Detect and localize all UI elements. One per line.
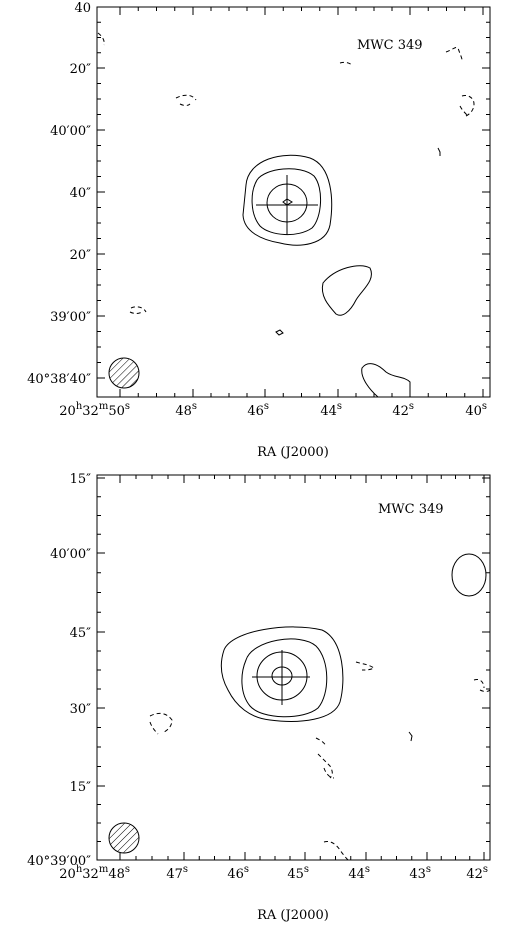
y-tick-label: 45″ — [70, 626, 92, 641]
x-tick-label: 44s — [320, 401, 342, 419]
tick-unit: s — [483, 864, 488, 875]
y-tick-label: 40 — [74, 1, 91, 16]
y-tick-label: 40°39′00″ — [27, 854, 91, 869]
plot-frame — [96, 6, 491, 398]
x-tick-label: 40s — [465, 401, 487, 419]
y-tick-label: 40′00″ — [50, 547, 91, 562]
plot-frame — [96, 474, 491, 861]
y-tick-label: 15″ — [70, 780, 92, 795]
x-tick-label: 20h32m48s — [59, 864, 130, 882]
position-cross — [252, 650, 310, 705]
tick-number: 50 — [108, 404, 125, 419]
tick-unit: h — [76, 401, 83, 412]
tick-unit: s — [337, 401, 342, 412]
y-tick-label: 30″ — [70, 702, 92, 717]
tick-number: 32 — [82, 867, 99, 882]
tick-number: 42 — [392, 404, 409, 419]
tick-number: 48 — [108, 867, 125, 882]
tick-unit: s — [365, 864, 370, 875]
source-label: MWC 349 — [378, 502, 444, 517]
tick-unit: m — [99, 864, 109, 875]
x-tick-label: 46s — [227, 864, 249, 882]
tick-unit: s — [409, 401, 414, 412]
y-tick-label: 20″ — [70, 248, 92, 263]
x-tick-label: 48s — [175, 401, 197, 419]
x-tick-label: 43s — [409, 864, 431, 882]
beam — [108, 822, 140, 854]
tick-number: 32 — [82, 404, 99, 419]
tick-unit: s — [426, 864, 431, 875]
y-tick-label: 20″ — [70, 62, 92, 77]
source-label: MWC 349 — [357, 38, 423, 53]
contours — [149, 553, 491, 863]
y-tick-label: 40°38′40″ — [27, 372, 91, 387]
position-cross — [256, 175, 318, 235]
tick-number: 20 — [59, 404, 76, 419]
x-tick-label: 44s — [348, 864, 370, 882]
tick-number: 45 — [287, 867, 304, 882]
tick-unit: s — [482, 401, 487, 412]
tick-number: 42 — [466, 867, 483, 882]
x-tick-label: 42s — [392, 401, 414, 419]
tick-number: 46 — [227, 867, 244, 882]
tick-number: 44 — [320, 404, 337, 419]
tick-number: 40 — [465, 404, 482, 419]
contours — [97, 32, 475, 398]
tick-number: 43 — [409, 867, 426, 882]
tick-number: 20 — [59, 867, 76, 882]
tick-unit: s — [304, 864, 309, 875]
x-tick-label: 42s — [466, 864, 488, 882]
x-tick-label: 20h32m50s — [59, 401, 130, 419]
x-tick-label: 45s — [287, 864, 309, 882]
x-axis-label: RA (J2000) — [257, 445, 329, 460]
y-tick-label: 15″ — [70, 472, 92, 487]
tick-unit: m — [99, 401, 109, 412]
tick-number: 47 — [166, 867, 183, 882]
x-tick-label: 47s — [166, 864, 188, 882]
y-tick-label: 40″ — [70, 186, 92, 201]
tick-number: 48 — [175, 404, 192, 419]
tick-unit: s — [192, 401, 197, 412]
beam — [108, 357, 140, 389]
tick-unit: s — [183, 864, 188, 875]
tick-unit: s — [125, 864, 130, 875]
tick-unit: s — [125, 401, 130, 412]
tick-number: 44 — [348, 867, 365, 882]
tick-unit: h — [76, 864, 83, 875]
x-axis-label: RA (J2000) — [257, 908, 329, 923]
y-tick-label: 39′00″ — [50, 310, 91, 325]
tick-number: 46 — [247, 404, 264, 419]
y-tick-label: 40′00″ — [50, 124, 91, 139]
tick-unit: s — [264, 401, 269, 412]
x-tick-label: 46s — [247, 401, 269, 419]
tick-unit: s — [244, 864, 249, 875]
